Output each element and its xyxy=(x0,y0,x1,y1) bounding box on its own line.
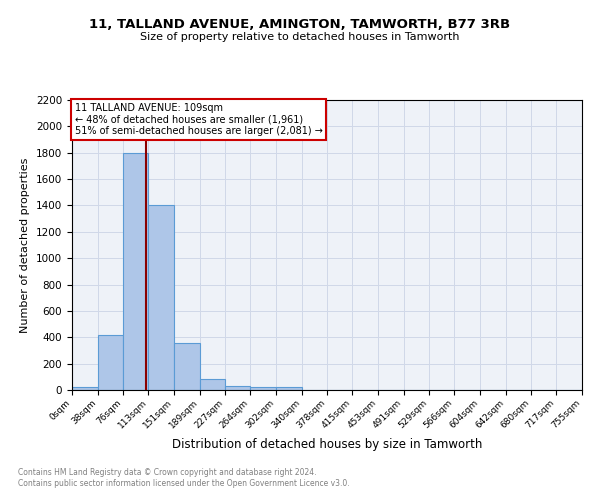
Text: 11, TALLAND AVENUE, AMINGTON, TAMWORTH, B77 3RB: 11, TALLAND AVENUE, AMINGTON, TAMWORTH, … xyxy=(89,18,511,30)
Bar xyxy=(250,387,276,390)
Text: Contains HM Land Registry data © Crown copyright and database right 2024.
Contai: Contains HM Land Registry data © Crown c… xyxy=(18,468,350,487)
Bar xyxy=(174,343,200,390)
X-axis label: Distribution of detached houses by size in Tamworth: Distribution of detached houses by size … xyxy=(172,438,482,451)
Bar xyxy=(226,386,250,390)
Bar xyxy=(124,152,148,390)
Text: Size of property relative to detached houses in Tamworth: Size of property relative to detached ho… xyxy=(140,32,460,42)
Bar xyxy=(98,334,124,390)
Bar xyxy=(72,388,98,390)
Bar xyxy=(200,380,226,390)
Bar xyxy=(276,387,302,390)
Bar xyxy=(148,206,174,390)
Y-axis label: Number of detached properties: Number of detached properties xyxy=(20,158,31,332)
Text: 11 TALLAND AVENUE: 109sqm
← 48% of detached houses are smaller (1,961)
51% of se: 11 TALLAND AVENUE: 109sqm ← 48% of detac… xyxy=(74,103,322,136)
